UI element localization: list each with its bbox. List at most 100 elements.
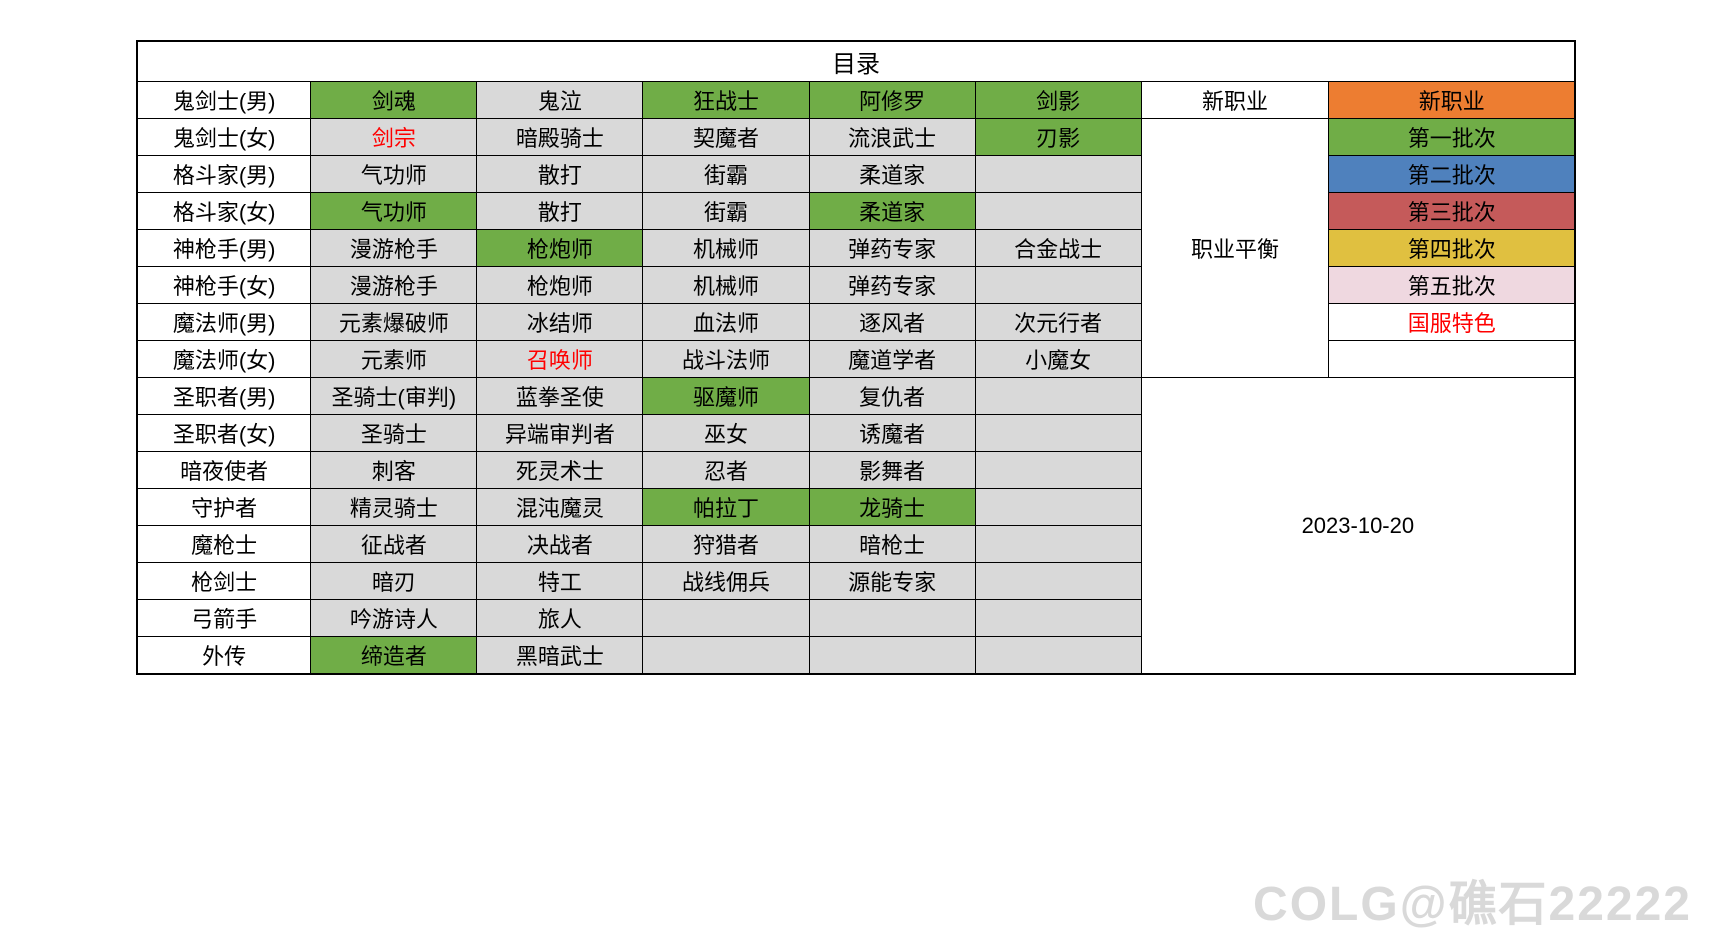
class-label: 格斗家(男) <box>138 156 311 193</box>
subclass-cell: 诱魔者 <box>809 415 975 452</box>
subclass-cell: 冰结师 <box>477 304 643 341</box>
legend-cn-special: 国服特色 <box>1329 304 1575 341</box>
legend-batch3: 第三批次 <box>1329 193 1575 230</box>
subclass-cell: 圣骑士 <box>311 415 477 452</box>
subclass-cell <box>975 378 1141 415</box>
subclass-cell: 散打 <box>477 156 643 193</box>
subclass-cell: 刺客 <box>311 452 477 489</box>
subclass-cell: 异端审判者 <box>477 415 643 452</box>
subclass-cell: 黑暗武士 <box>477 637 643 674</box>
subclass-cell: 蓝拳圣使 <box>477 378 643 415</box>
subclass-cell: 混沌魔灵 <box>477 489 643 526</box>
subclass-cell: 元素师 <box>311 341 477 378</box>
subclass-cell: 鬼泣 <box>477 82 643 119</box>
table-row: 格斗家(女)气功师散打街霸柔道家 第三批次 <box>138 193 1575 230</box>
subclass-cell: 吟游诗人 <box>311 600 477 637</box>
table-row: 格斗家(男)气功师散打街霸柔道家 第二批次 <box>138 156 1575 193</box>
subclass-cell: 特工 <box>477 563 643 600</box>
subclass-cell: 柔道家 <box>809 156 975 193</box>
subclass-cell: 剑宗 <box>311 119 477 156</box>
subclass-cell: 圣骑士(审判) <box>311 378 477 415</box>
date-cell: 2023-10-20 <box>1141 378 1574 674</box>
subclass-cell: 龙骑士 <box>809 489 975 526</box>
class-label: 鬼剑士(女) <box>138 119 311 156</box>
class-label: 枪剑士 <box>138 563 311 600</box>
legend-new-class: 新职业 <box>1329 82 1575 119</box>
subclass-cell: 精灵骑士 <box>311 489 477 526</box>
legend-batch4: 第四批次 <box>1329 230 1575 267</box>
subclass-cell: 弹药专家 <box>809 230 975 267</box>
subclass-cell: 合金战士 <box>975 230 1141 267</box>
subclass-cell: 驱魔师 <box>643 378 809 415</box>
table-row: 神枪手(女)漫游枪手枪炮师机械师弹药专家第五批次 <box>138 267 1575 304</box>
table-row: 鬼剑士(男)剑魂鬼泣狂战士阿修罗剑影新职业新职业 <box>138 82 1575 119</box>
subclass-cell: 影舞者 <box>809 452 975 489</box>
subclass-cell: 漫游枪手 <box>311 230 477 267</box>
subclass-cell <box>975 563 1141 600</box>
subclass-cell: 帕拉丁 <box>643 489 809 526</box>
subclass-cell: 暗刃 <box>311 563 477 600</box>
table-row: 神枪手(男)漫游枪手枪炮师机械师弹药专家合金战士第四批次 <box>138 230 1575 267</box>
subclass-cell: 死灵术士 <box>477 452 643 489</box>
subclass-cell: 枪炮师 <box>477 267 643 304</box>
class-label: 魔法师(男) <box>138 304 311 341</box>
subclass-cell: 战线佣兵 <box>643 563 809 600</box>
subclass-cell: 街霸 <box>643 193 809 230</box>
subclass-cell: 弹药专家 <box>809 267 975 304</box>
subclass-cell: 小魔女 <box>975 341 1141 378</box>
subclass-cell: 决战者 <box>477 526 643 563</box>
subclass-cell: 狂战士 <box>643 82 809 119</box>
subclass-cell <box>975 489 1141 526</box>
subclass-cell <box>975 637 1141 674</box>
subclass-cell: 机械师 <box>643 230 809 267</box>
subclass-cell: 机械师 <box>643 267 809 304</box>
class-label: 暗夜使者 <box>138 452 311 489</box>
subclass-cell <box>975 600 1141 637</box>
class-label: 弓箭手 <box>138 600 311 637</box>
subclass-cell <box>975 267 1141 304</box>
subclass-cell: 战斗法师 <box>643 341 809 378</box>
subclass-cell: 旅人 <box>477 600 643 637</box>
subclass-cell: 街霸 <box>643 156 809 193</box>
subclass-cell <box>975 156 1141 193</box>
subclass-cell: 气功师 <box>311 193 477 230</box>
subclass-cell: 召唤师 <box>477 341 643 378</box>
table-title: 目录 <box>138 42 1575 82</box>
class-label: 格斗家(女) <box>138 193 311 230</box>
subclass-cell <box>975 526 1141 563</box>
subclass-cell: 源能专家 <box>809 563 975 600</box>
subclass-cell: 血法师 <box>643 304 809 341</box>
class-label: 圣职者(男) <box>138 378 311 415</box>
table-row: 魔法师(男)元素爆破师冰结师血法师逐风者次元行者国服特色 <box>138 304 1575 341</box>
subclass-cell: 阿修罗 <box>809 82 975 119</box>
subclass-cell: 复仇者 <box>809 378 975 415</box>
class-label: 魔法师(女) <box>138 341 311 378</box>
class-label: 圣职者(女) <box>138 415 311 452</box>
legend-batch1: 第一批次 <box>1329 119 1575 156</box>
subclass-cell: 散打 <box>477 193 643 230</box>
legend-empty <box>1329 341 1575 378</box>
table-row: 鬼剑士(女)剑宗暗殿骑士契魔者流浪武士刃影职业平衡第一批次 <box>138 119 1575 156</box>
class-label: 神枪手(女) <box>138 267 311 304</box>
subclass-cell <box>643 600 809 637</box>
subclass-cell <box>975 193 1141 230</box>
subclass-cell: 柔道家 <box>809 193 975 230</box>
class-label: 守护者 <box>138 489 311 526</box>
class-label: 魔枪士 <box>138 526 311 563</box>
subclass-cell: 剑魂 <box>311 82 477 119</box>
legend-batch2: 第二批次 <box>1329 156 1575 193</box>
table-row: 魔法师(女)元素师召唤师战斗法师魔道学者小魔女 <box>138 341 1575 378</box>
legend-batch5: 第五批次 <box>1329 267 1575 304</box>
subclass-cell: 忍者 <box>643 452 809 489</box>
subclass-cell: 缔造者 <box>311 637 477 674</box>
subclass-cell: 枪炮师 <box>477 230 643 267</box>
subclass-cell: 剑影 <box>975 82 1141 119</box>
table-row: 圣职者(男)圣骑士(审判)蓝拳圣使驱魔师复仇者2023-10-20 <box>138 378 1575 415</box>
subclass-cell: 气功师 <box>311 156 477 193</box>
subclass-cell <box>643 637 809 674</box>
class-label: 鬼剑士(男) <box>138 82 311 119</box>
subclass-cell: 刃影 <box>975 119 1141 156</box>
class-label: 外传 <box>138 637 311 674</box>
subclass-cell <box>809 600 975 637</box>
subclass-cell <box>975 452 1141 489</box>
